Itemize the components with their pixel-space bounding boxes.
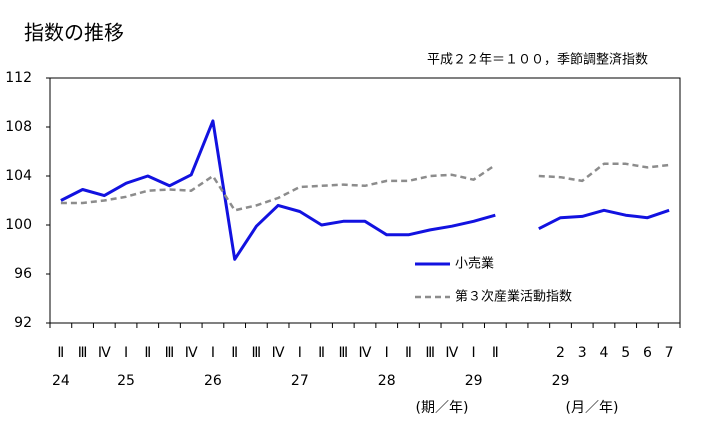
x-tick-label: Ⅱ <box>492 345 499 361</box>
x-tick-label: 5 <box>621 345 630 361</box>
year-label: 28 <box>378 373 396 389</box>
year-label: 25 <box>117 373 135 389</box>
year-label: 29 <box>552 373 570 389</box>
legend-label: 小売業 <box>455 256 494 272</box>
x-tick-label: Ⅲ <box>338 345 348 361</box>
x-tick-label: 6 <box>643 345 652 361</box>
x-unit-label: (期／年) <box>416 400 469 416</box>
y-tick-label: 104 <box>5 168 32 184</box>
y-tick-label: 96 <box>14 266 32 282</box>
year-label: 29 <box>465 373 483 389</box>
x-tick-label: 3 <box>578 345 587 361</box>
x-tick-label: 7 <box>665 345 674 361</box>
x-tick-label: Ⅲ <box>165 345 175 361</box>
x-tick-label: Ⅳ <box>98 345 111 361</box>
year-label: 27 <box>291 373 309 389</box>
year-label: 24 <box>52 373 70 389</box>
x-tick-label: Ⅱ <box>405 345 412 361</box>
x-tick-label: 2 <box>556 345 565 361</box>
x-tick-label: Ⅱ <box>57 345 64 361</box>
y-tick-label: 108 <box>5 119 32 135</box>
x-tick-label: Ⅲ <box>252 345 262 361</box>
x-tick-label: 4 <box>600 345 609 361</box>
x-tick-label: Ⅳ <box>185 345 198 361</box>
x-tick-label: Ⅲ <box>425 345 435 361</box>
series-line <box>538 162 670 183</box>
x-tick-label: Ⅱ <box>318 345 325 361</box>
x-tick-label: Ⅰ <box>298 345 302 361</box>
x-tick-label: Ⅱ <box>144 345 151 361</box>
x-tick-label: Ⅲ <box>78 345 88 361</box>
chart-subtitle: 平成２２年＝１００，季節調整済指数 <box>427 52 648 68</box>
x-tick-label: Ⅰ <box>472 345 476 361</box>
series-line <box>60 119 496 261</box>
series-line <box>538 208 670 231</box>
x-tick-label: Ⅰ <box>385 345 389 361</box>
x-tick-label: Ⅳ <box>359 345 372 361</box>
x-tick-label: Ⅰ <box>124 345 128 361</box>
x-tick-label: Ⅳ <box>445 345 458 361</box>
y-tick-label: 92 <box>14 315 32 331</box>
y-tick-label: 100 <box>5 217 32 233</box>
legend-label: 第３次産業活動指数 <box>455 289 572 305</box>
x-tick-label: Ⅱ <box>231 345 238 361</box>
plot-frame <box>49 77 681 324</box>
year-label: 26 <box>204 373 222 389</box>
x-unit-label: (月／年) <box>566 400 619 416</box>
chart-title: 指数の推移 <box>24 21 124 45</box>
x-tick-label: Ⅳ <box>272 345 285 361</box>
x-tick-label: Ⅰ <box>211 345 215 361</box>
series-line <box>60 163 497 212</box>
y-tick-label: 112 <box>5 70 32 86</box>
